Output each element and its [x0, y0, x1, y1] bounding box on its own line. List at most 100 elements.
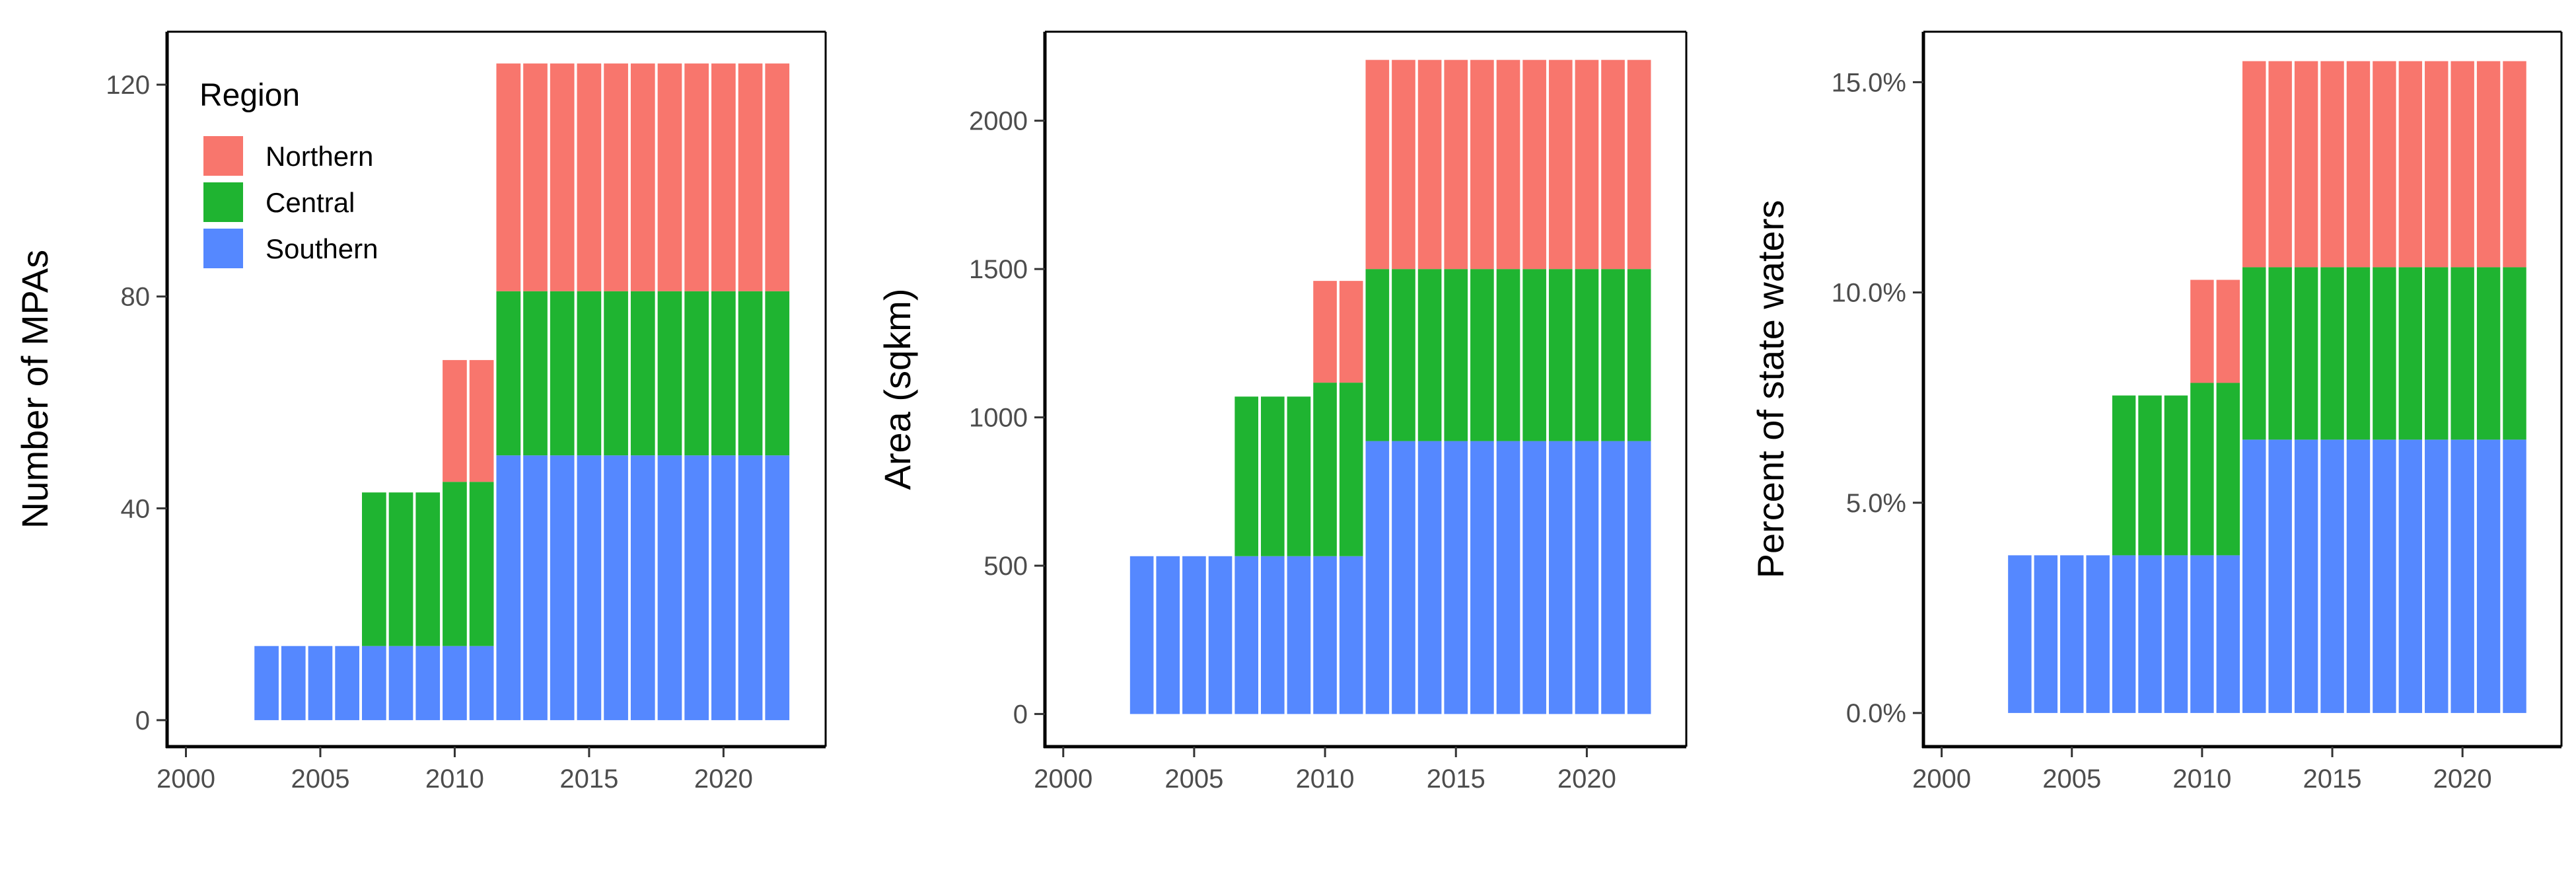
bar-central-2018 [657, 291, 682, 456]
bar-northern-2014 [1417, 59, 1442, 270]
y-axis-title: Percent of state waters [1750, 200, 1791, 579]
x-tick-label: 2005 [291, 764, 349, 794]
x-tick-label: 2010 [2172, 764, 2231, 794]
bar-central-2020 [1575, 269, 1599, 441]
bar-southern-2003 [1129, 556, 1154, 714]
bar-southern-2012 [2242, 439, 2266, 714]
bar-southern-2022 [2503, 439, 2526, 714]
x-tick-label: 2015 [2303, 764, 2362, 794]
y-tick-label: 40 [121, 494, 151, 523]
bar-southern-2005 [1182, 556, 1206, 714]
bar-southern-2021 [1601, 441, 1625, 714]
chart-panel-2: 0 500 1000 1500 2000 2000 2005 2010 2015 2020 Area… [877, 30, 1688, 794]
bar-central-2015 [577, 291, 602, 456]
bar-central-2017 [630, 291, 655, 456]
bar-central-2014 [1417, 269, 1442, 441]
bar-southern-2022 [765, 455, 790, 720]
bar-central-2017 [2373, 267, 2396, 440]
x-tick-label: 2015 [559, 764, 618, 794]
bar-southern-2005 [308, 646, 333, 720]
y-tick-label: 0 [135, 706, 150, 735]
bar-central-2014 [550, 291, 575, 456]
bar-northern-2018 [657, 63, 682, 291]
bar-southern-2012 [1365, 441, 1390, 714]
bar-southern-2006 [335, 646, 359, 720]
bar-central-2022 [765, 291, 790, 456]
x-tick-label: 2020 [2433, 764, 2492, 794]
bar-northern-2021 [2476, 61, 2501, 268]
bar-southern-2020 [2451, 439, 2474, 714]
bar-central-2019 [1548, 269, 1573, 441]
bar-southern-2016 [604, 455, 628, 720]
bar-central-2011 [2216, 383, 2240, 556]
bar-northern-2022 [1627, 59, 1651, 270]
bar-northern-2020 [2451, 61, 2474, 268]
legend: Region Northern Central Southern [199, 78, 378, 268]
bar-southern-2019 [684, 455, 709, 720]
bar-southern-2007 [1234, 556, 1258, 714]
legend-swatch-northern [203, 136, 243, 176]
x-tick-label: 2010 [1296, 764, 1355, 794]
y-tick-label: 10.0% [1832, 279, 1906, 308]
bar-central-2020 [711, 291, 736, 456]
bar-central-2015 [2320, 267, 2344, 440]
x-tick-label: 2000 [1912, 764, 1971, 794]
bar-northern-2020 [1575, 59, 1599, 270]
bar-northern-2022 [2503, 61, 2526, 268]
y-tick-label: 1000 [969, 404, 1028, 433]
bar-central-2020 [2451, 267, 2474, 440]
bar-southern-2018 [2398, 439, 2423, 714]
bar-central-2019 [2425, 267, 2449, 440]
bar-southern-2020 [711, 455, 736, 720]
y-axis-title: Number of MPAs [14, 250, 55, 529]
bar-southern-2017 [2373, 439, 2396, 714]
bar-northern-2013 [523, 63, 548, 291]
bar-central-2018 [2398, 267, 2423, 440]
bar-northern-2011 [2216, 279, 2240, 383]
bar-central-2011 [1339, 383, 1363, 556]
bar-northern-2010 [1313, 281, 1337, 383]
bar-northern-2018 [1522, 59, 1546, 270]
bar-northern-2018 [2398, 61, 2423, 268]
y-tick-label: 500 [984, 552, 1028, 581]
bar-central-2019 [684, 291, 709, 456]
bar-central-2015 [1444, 269, 1468, 441]
bar-southern-2008 [1260, 556, 1285, 714]
bar-central-2007 [362, 492, 386, 646]
y-tick-label: 1500 [969, 255, 1028, 284]
bar-central-2012 [1365, 269, 1390, 441]
bar-southern-2010 [1313, 556, 1337, 714]
x-tick-label: 2020 [1557, 764, 1616, 794]
bar-northern-2017 [2373, 61, 2396, 268]
bar-southern-2008 [388, 646, 413, 720]
legend-label-southern: Southern [266, 233, 378, 264]
bar-central-2013 [2268, 267, 2292, 440]
bar-southern-2018 [1522, 441, 1546, 714]
bar-northern-2015 [2320, 61, 2344, 268]
bar-southern-2003 [2008, 555, 2032, 714]
bar-northern-2012 [496, 63, 521, 291]
bar-central-2011 [469, 482, 494, 646]
bar-southern-2004 [2034, 555, 2058, 714]
bar-northern-2013 [1392, 59, 1415, 270]
legend-label-central: Central [266, 187, 355, 218]
bar-southern-2018 [657, 455, 682, 720]
bar-central-2022 [1627, 269, 1651, 441]
bar-southern-2019 [1548, 441, 1573, 714]
bar-northern-2021 [1601, 59, 1625, 270]
bar-northern-2020 [711, 63, 736, 291]
bar-southern-2006 [2086, 555, 2110, 714]
bar-southern-2016 [1470, 441, 1494, 714]
bar-southern-2005 [2060, 555, 2084, 714]
bar-central-2009 [415, 492, 441, 646]
bar-central-2016 [1470, 269, 1494, 441]
bar-northern-2010 [2190, 279, 2214, 383]
bar-central-2008 [388, 492, 413, 646]
bar-central-2021 [738, 291, 763, 456]
bar-southern-2019 [2425, 439, 2449, 714]
bar-northern-2017 [630, 63, 655, 291]
chart-panel-1: 0 40 80 120 2000 2005 2010 2015 2020 Number of MP… [14, 30, 827, 794]
bar-southern-2011 [1339, 556, 1363, 714]
bar-central-2016 [604, 291, 628, 456]
bar-central-2007 [2112, 395, 2136, 556]
